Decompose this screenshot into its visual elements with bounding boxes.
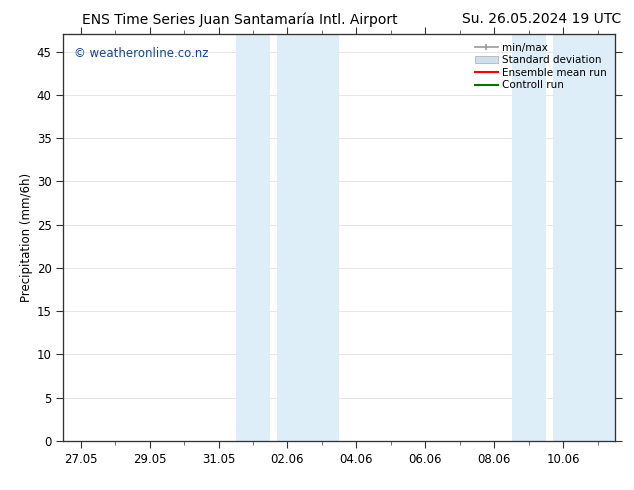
Text: ENS Time Series Juan Santamaría Intl. Airport: ENS Time Series Juan Santamaría Intl. Ai… — [82, 12, 398, 27]
Bar — [277, 34, 339, 441]
Y-axis label: Precipitation (mm/6h): Precipitation (mm/6h) — [20, 173, 32, 302]
Bar — [236, 34, 270, 441]
Bar — [512, 34, 546, 441]
Text: © weatheronline.co.nz: © weatheronline.co.nz — [74, 47, 209, 59]
Legend: min/max, Standard deviation, Ensemble mean run, Controll run: min/max, Standard deviation, Ensemble me… — [472, 40, 610, 94]
Bar — [553, 34, 615, 441]
Text: Su. 26.05.2024 19 UTC: Su. 26.05.2024 19 UTC — [462, 12, 621, 26]
